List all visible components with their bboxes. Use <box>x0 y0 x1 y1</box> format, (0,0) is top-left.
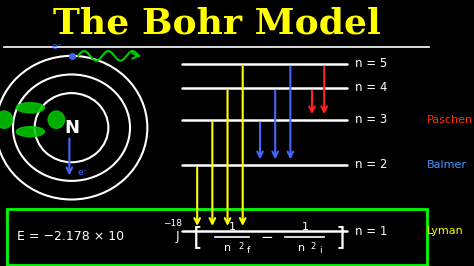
Ellipse shape <box>16 127 45 137</box>
Text: ]: ] <box>336 225 346 249</box>
Text: 2: 2 <box>238 242 243 251</box>
Text: n: n <box>298 243 305 253</box>
Ellipse shape <box>16 103 45 113</box>
Text: n = 5: n = 5 <box>356 57 388 70</box>
Text: e⁻: e⁻ <box>51 41 62 51</box>
Text: 1: 1 <box>302 222 309 232</box>
Text: 1: 1 <box>228 222 236 232</box>
Text: Paschen: Paschen <box>427 115 473 125</box>
Text: N: N <box>64 119 79 137</box>
Text: Lyman: Lyman <box>427 226 464 236</box>
Text: −: − <box>260 230 273 245</box>
Text: i: i <box>319 246 322 255</box>
Text: −18: −18 <box>163 219 182 228</box>
Ellipse shape <box>48 111 64 128</box>
Text: n = 2: n = 2 <box>356 159 388 171</box>
Text: n = 3: n = 3 <box>356 113 388 126</box>
Text: f: f <box>246 246 249 255</box>
Text: J: J <box>175 230 179 243</box>
Text: The Bohr Model: The Bohr Model <box>53 7 381 41</box>
Text: n: n <box>224 243 231 253</box>
Text: n = 4: n = 4 <box>356 81 388 94</box>
Text: [: [ <box>193 225 202 249</box>
Ellipse shape <box>0 111 13 128</box>
Text: 2: 2 <box>310 242 316 251</box>
Text: n = 1: n = 1 <box>356 225 388 238</box>
Text: E = −2.178 × 10: E = −2.178 × 10 <box>18 230 125 243</box>
Text: e⁻: e⁻ <box>77 168 88 177</box>
Text: Balmer: Balmer <box>427 160 467 170</box>
